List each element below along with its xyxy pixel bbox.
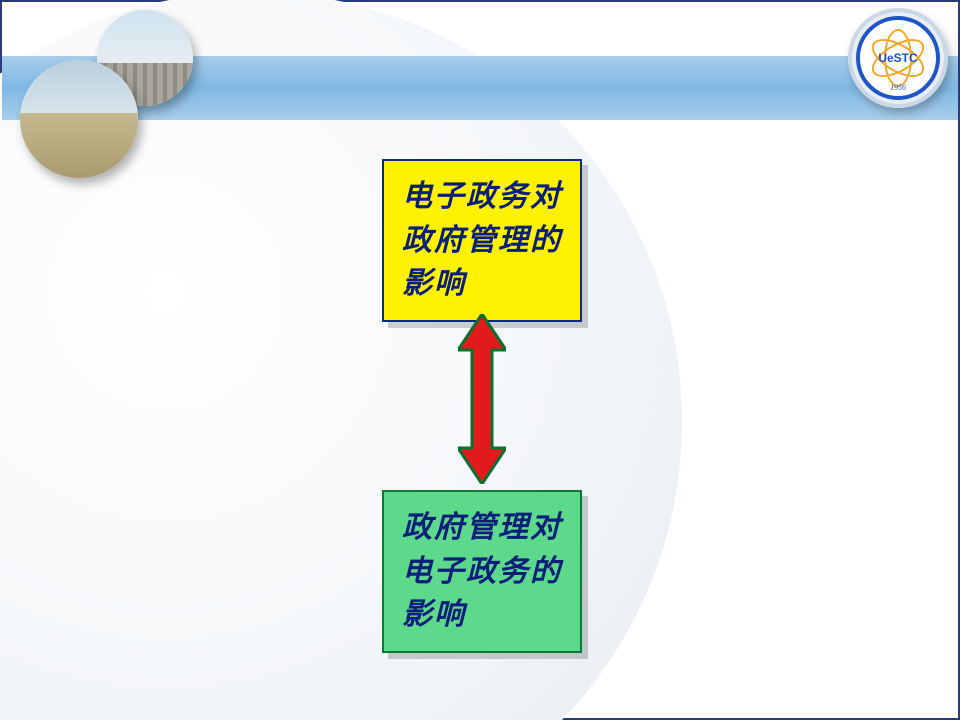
diagram-box-top: 电子政务对政府管理的影响 [382, 159, 582, 322]
photo-campus-front [20, 60, 138, 178]
logo-year: 1956 [860, 83, 936, 92]
diagram-box-bottom-text: 政府管理对电子政务的影响 [402, 506, 562, 637]
logo-acronym: UeSTC [878, 51, 917, 65]
bidirectional-arrow [458, 314, 506, 484]
university-logo: UeSTC 1956 [848, 8, 948, 108]
slide: UeSTC 1956 电子政务对政府管理的影响 政府管理对电子政务的影响 [0, 0, 960, 720]
diagram-box-bottom: 政府管理对电子政务的影响 [382, 490, 582, 653]
diagram-box-top-text: 电子政务对政府管理的影响 [402, 175, 562, 306]
